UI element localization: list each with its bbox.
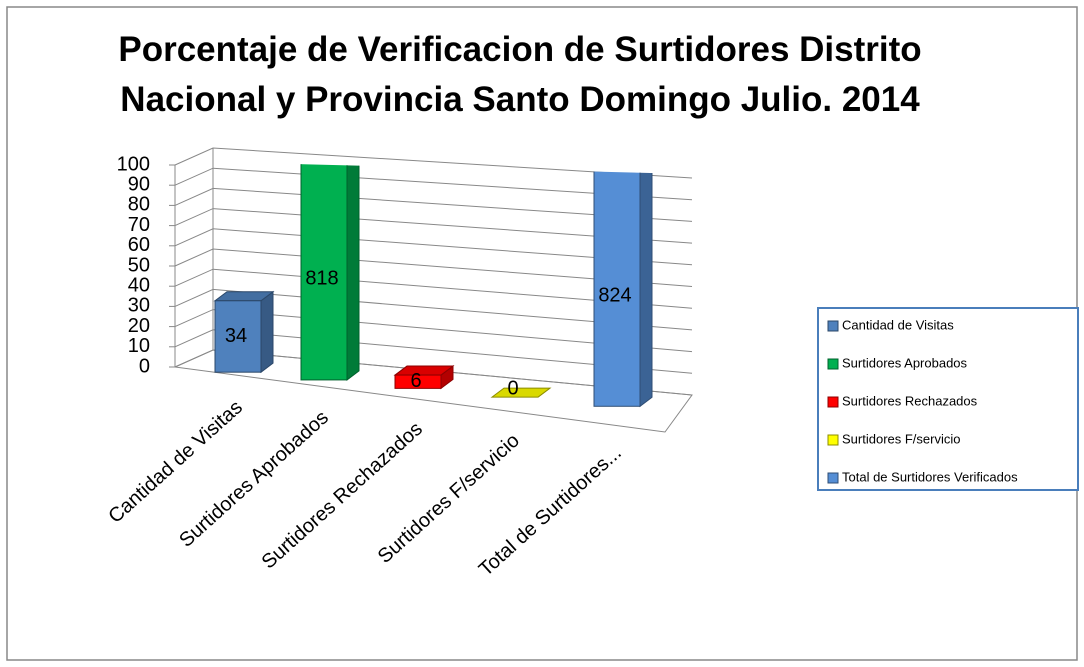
bar-front (593, 156, 641, 407)
bar (593, 156, 653, 408)
legend-swatch (827, 358, 839, 370)
bar-front (300, 156, 348, 381)
bar-top (490, 387, 552, 398)
bar-front (214, 300, 262, 373)
legend-label: Cantidad de Visitas (842, 317, 954, 332)
grid-line (174, 208, 693, 244)
y-tick-label: 20 (128, 315, 150, 337)
bar (213, 290, 275, 374)
value-label: 34 (225, 325, 247, 347)
grid-line (174, 167, 693, 201)
grid-line (174, 248, 693, 287)
y-tick-label: 60 (128, 234, 150, 256)
grid-line (174, 309, 693, 353)
y-tick-label: 50 (128, 254, 150, 276)
bar (300, 156, 360, 381)
legend-swatch (827, 434, 839, 446)
grid-line (174, 329, 693, 374)
legend-label: Total de Surtidores Verificados (842, 469, 1018, 484)
legend-swatch (827, 396, 839, 408)
bar-side (260, 290, 274, 374)
bars (213, 156, 653, 408)
legend-swatch (827, 472, 839, 484)
grid-line (174, 187, 693, 222)
chart-title: Porcentaje de Verificacion de Surtidores… (118, 30, 921, 119)
grid-line (174, 147, 693, 179)
grid-line (174, 349, 693, 396)
grid-line (174, 228, 693, 266)
value-label: 818 (305, 268, 338, 290)
y-tick-label: 80 (128, 194, 150, 216)
y-tick-label: 10 (128, 335, 150, 357)
grid-line (174, 288, 693, 331)
legend-label: Surtidores Rechazados (842, 393, 978, 408)
value-label: 6 (410, 370, 421, 392)
y-tick-label: 90 (128, 173, 150, 195)
y-tick-label: 0 (139, 355, 150, 377)
y-tick-label: 40 (128, 274, 150, 296)
bar-side (639, 156, 653, 408)
y-tick-label: 100 (117, 153, 150, 175)
grid-line (174, 268, 693, 309)
bar (393, 365, 455, 390)
legend-swatch (827, 320, 839, 332)
bar (490, 387, 552, 398)
value-label: 824 (598, 284, 631, 306)
y-tick-label: 70 (128, 214, 150, 236)
bar-front (394, 374, 442, 389)
legend-label: Surtidores F/servicio (842, 431, 960, 446)
legend-label: Surtidores Aprobados (842, 355, 968, 370)
value-label: 0 (507, 377, 518, 399)
y-tick-label: 30 (128, 295, 150, 317)
legend-box (817, 307, 1079, 491)
bar-side (346, 156, 360, 381)
